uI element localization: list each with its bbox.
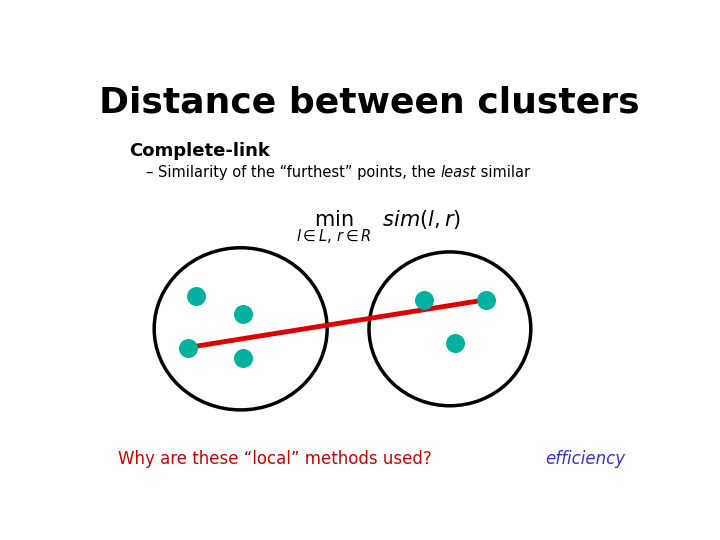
Text: Distance between clusters: Distance between clusters [99,85,639,119]
Text: Complete-link: Complete-link [129,141,270,160]
Point [450,339,462,348]
Text: – Similarity of the “furthest” points, the: – Similarity of the “furthest” points, t… [145,165,440,180]
Text: least: least [440,165,475,180]
Point [182,343,194,352]
Point [238,354,249,362]
Point [238,310,249,319]
Point [480,295,492,304]
Text: similar: similar [475,165,530,180]
Point [418,295,429,304]
Text: efficiency: efficiency [546,450,626,468]
Text: $\underset{l \in L,\, r \in R}{\min}\;\; sim(l,r)$: $\underset{l \in L,\, r \in R}{\min}\;\;… [297,208,462,246]
Text: Why are these “local” methods used?: Why are these “local” methods used? [118,450,432,468]
Point [190,291,202,300]
